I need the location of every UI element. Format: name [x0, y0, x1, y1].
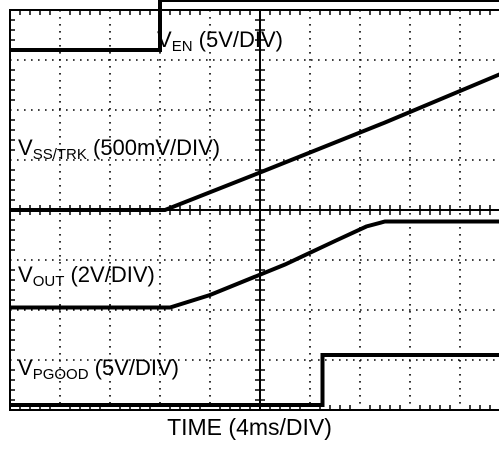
trace-line-2: [10, 72, 499, 212]
series-label-3: VOUT (2V/DIV): [18, 262, 155, 290]
trace-line-4: [10, 353, 499, 407]
trace-line-1: [10, 0, 499, 52]
trace-line-3: [10, 219, 499, 310]
x-axis-label: TIME (4ms/DIV): [167, 414, 332, 440]
series-label-4: VPGOOD (5V/DIV): [18, 355, 179, 383]
series-label-2: VSS/TRK (500mV/DIV): [18, 135, 220, 163]
scope-traces: [10, 0, 499, 407]
trace-labels: VEN (5V/DIV) VSS/TRK (500mV/DIV) VOUT (2V/…: [18, 27, 283, 383]
series-label-1: VEN (5V/DIV): [157, 27, 283, 55]
